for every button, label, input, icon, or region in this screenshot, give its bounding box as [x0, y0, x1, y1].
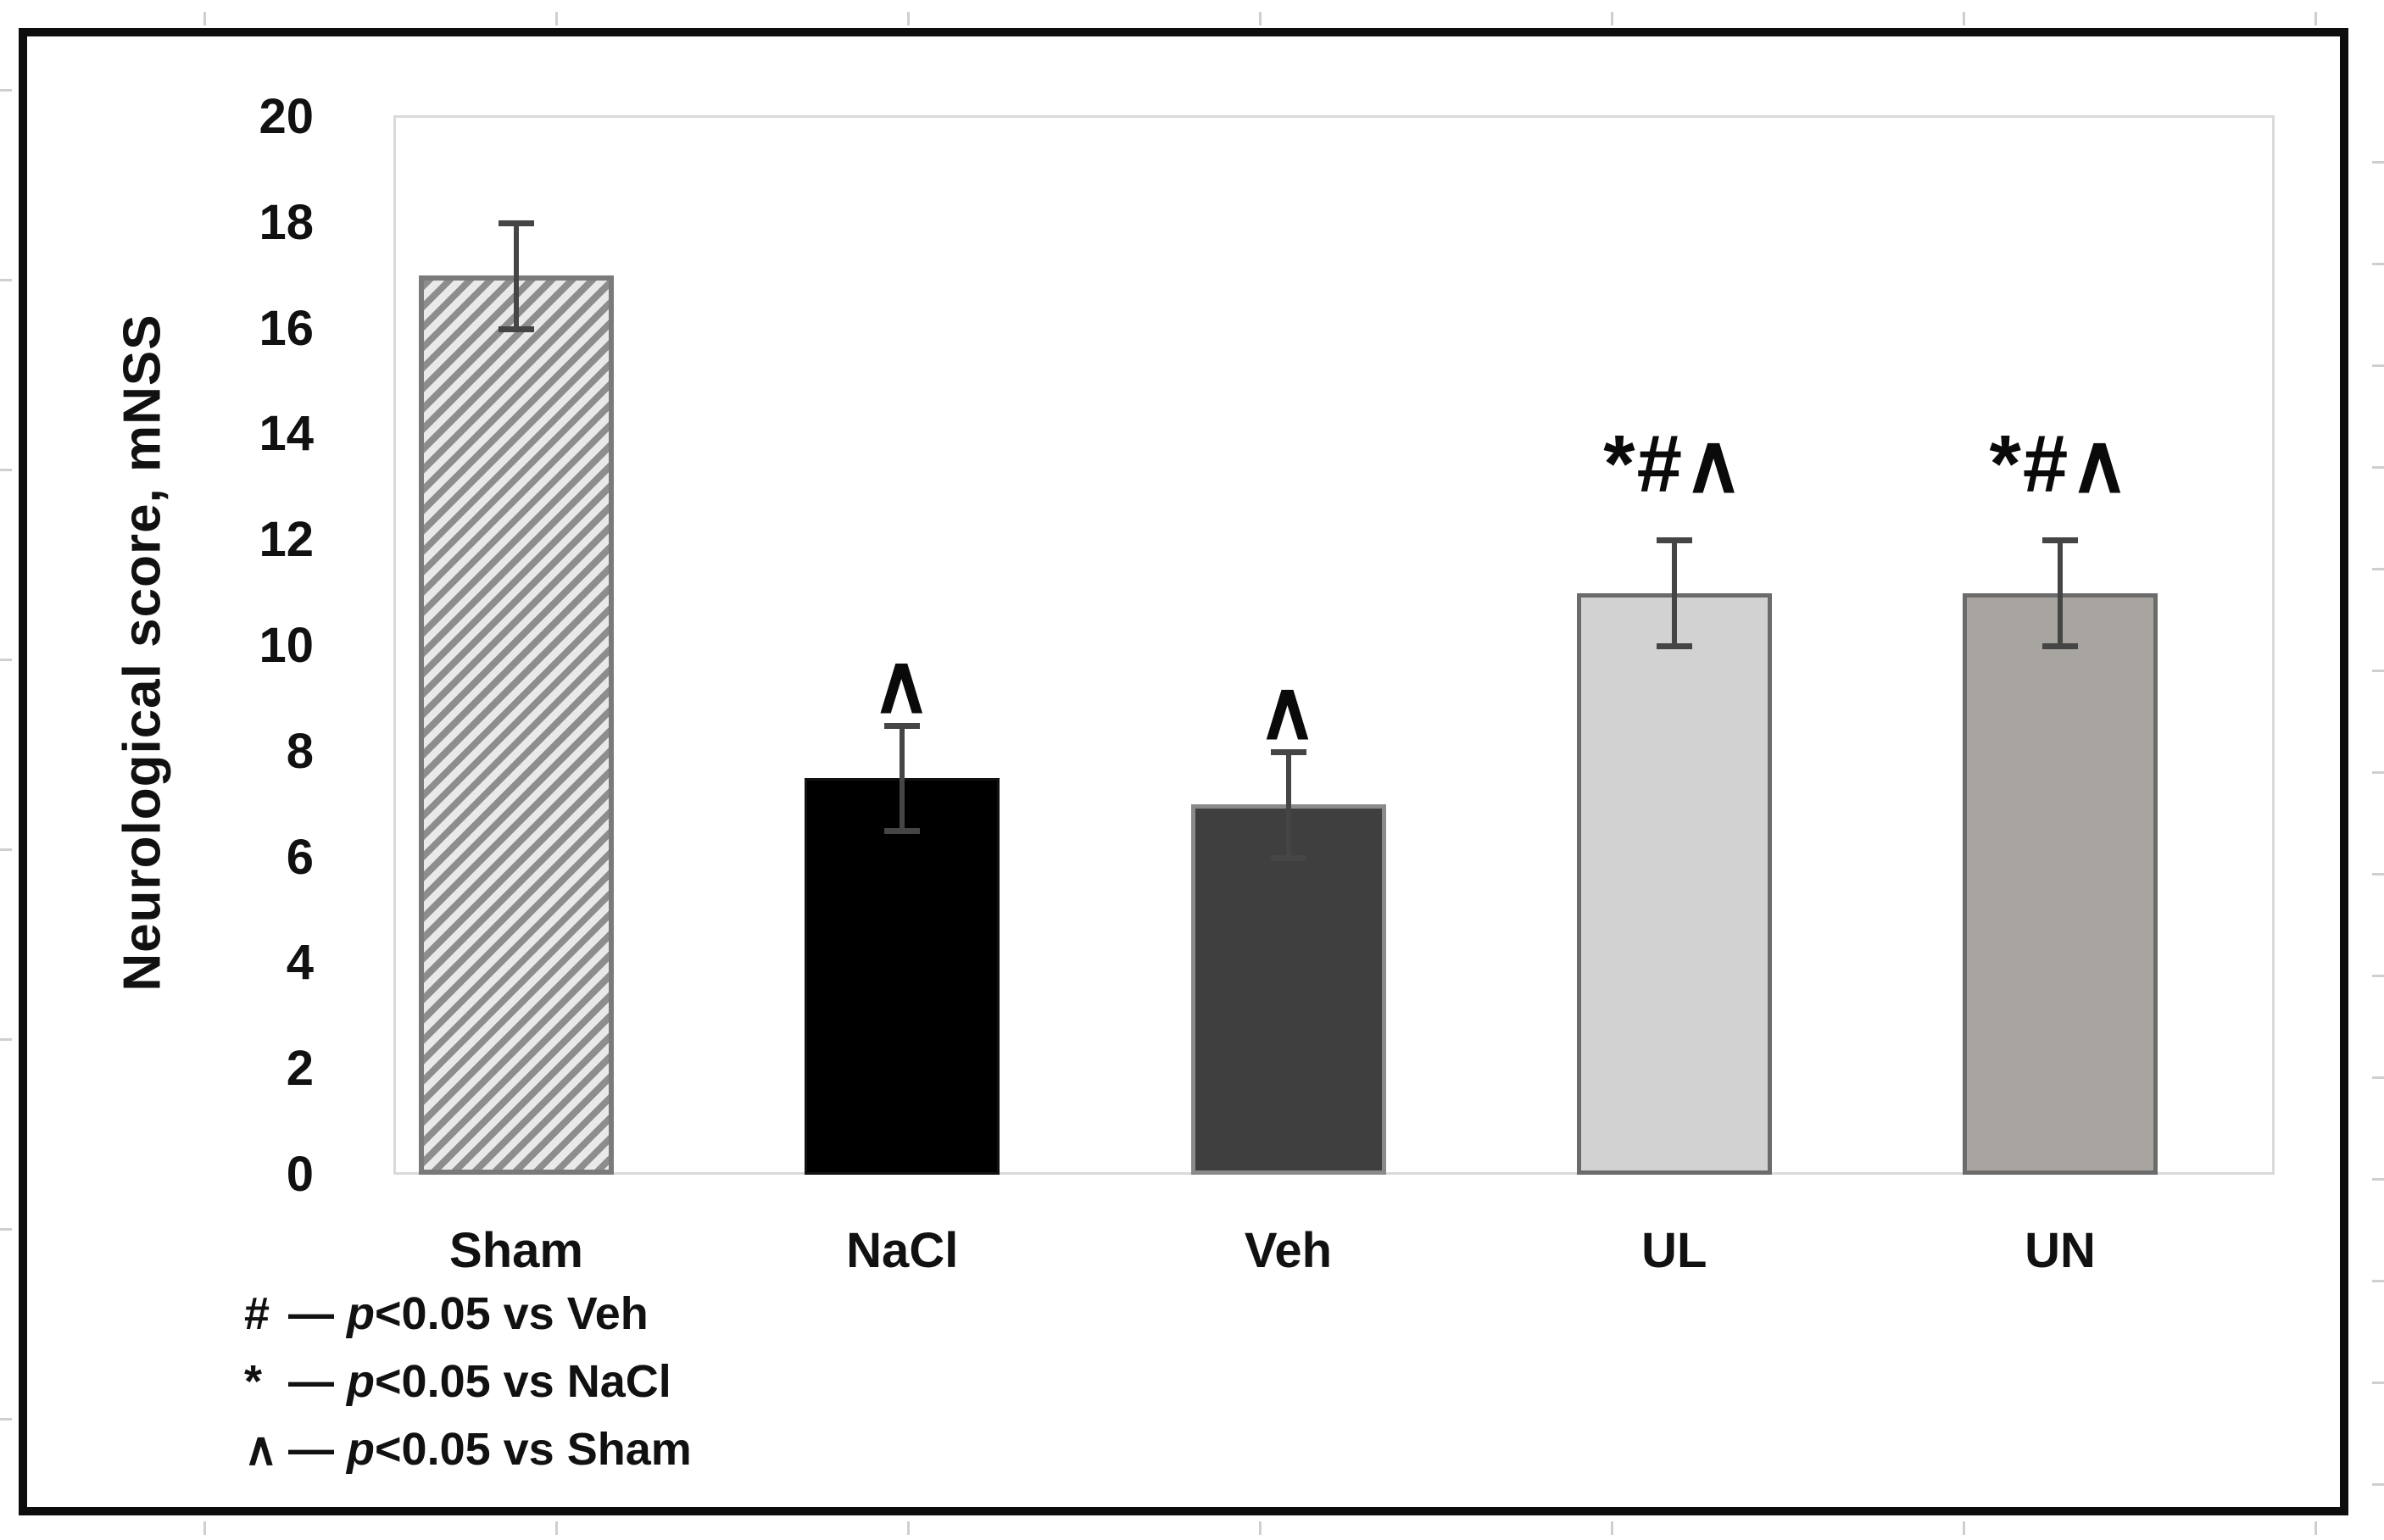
x-tick-label-ul: UL [1641, 1223, 1707, 1278]
legend-p-italic: p [347, 1424, 376, 1475]
y-tick-label: 6 [286, 829, 314, 885]
legend-symbol: * [244, 1356, 263, 1407]
legend-row: # — p<0.05 vs Veh [244, 1280, 692, 1348]
x-tick-label-veh: Veh [1244, 1223, 1333, 1278]
ruler-tick-left [0, 1228, 12, 1231]
y-tick-label: 20 [259, 89, 314, 144]
ruler-tick-right [2372, 161, 2384, 164]
y-tick-label: 16 [259, 300, 314, 356]
significance-annotation: *#∧ [1603, 419, 1746, 510]
ruler-tick-right [2372, 670, 2384, 672]
ruler-tick-right [2372, 1382, 2384, 1384]
legend-row: * — p<0.05 vs NaCl [244, 1348, 692, 1415]
ruler-tick-bottom [1259, 1521, 1262, 1535]
significance-legend: # — p<0.05 vs Veh * — p<0.05 vs NaCl ∧ — p<0.… [244, 1280, 692, 1483]
y-tick-label: 8 [286, 723, 314, 779]
y-tick-label: 18 [259, 194, 314, 250]
error-bar-cap [2042, 537, 2078, 544]
legend-symbol: ∧ [244, 1424, 278, 1475]
ruler-tick-bottom [907, 1521, 910, 1535]
error-bar [900, 725, 905, 831]
legend-symbol: # [244, 1288, 270, 1339]
ruler-tick-left [0, 279, 12, 281]
ruler-tick-left [0, 89, 12, 92]
y-tick-label: 0 [286, 1147, 314, 1202]
ruler-tick-right [2372, 1178, 2384, 1181]
x-tick-label-nacl: NaCl [846, 1223, 959, 1278]
ruler-tick-left [0, 469, 12, 471]
error-bar-cap [884, 722, 921, 729]
bar-veh [1190, 804, 1386, 1175]
error-bar-cap [1656, 643, 1692, 649]
y-tick-label: 12 [259, 512, 314, 568]
bar-nacl [805, 778, 1000, 1175]
ruler-tick-right [2372, 771, 2384, 774]
ruler-tick-bottom [1963, 1521, 1965, 1535]
ruler-tick-top [907, 12, 910, 25]
error-bar-cap [1270, 748, 1306, 755]
ruler-tick-left [0, 848, 12, 851]
ruler-tick-bottom [2314, 1521, 2317, 1535]
ruler-tick-right [2372, 1483, 2384, 1486]
y-tick-label: 4 [286, 935, 314, 991]
ruler-tick-bottom [203, 1521, 206, 1535]
bar-sham [419, 275, 614, 1175]
ruler-tick-top [1259, 12, 1262, 25]
error-bar-cap [2042, 643, 2078, 649]
ruler-tick-right [2372, 1076, 2384, 1079]
error-bar-cap [884, 828, 921, 835]
error-bar [1285, 751, 1291, 858]
x-tick-label-un: UN [2025, 1223, 2096, 1278]
x-tick-label-sham: Sham [449, 1223, 583, 1278]
significance-annotation: ∧ [1257, 664, 1319, 756]
ruler-tick-bottom [1611, 1521, 1613, 1535]
error-bar-cap [499, 220, 534, 226]
legend-row: ∧ — p<0.05 vs Sham [244, 1415, 692, 1483]
ruler-tick-top [2314, 12, 2317, 25]
ruler-tick-right [2372, 975, 2384, 977]
y-tick-label: 14 [259, 406, 314, 462]
error-bar [2058, 540, 2063, 646]
error-bar-cap [1656, 537, 1692, 544]
ruler-tick-left [0, 1418, 12, 1420]
error-bar-cap [1270, 854, 1306, 861]
bar-ul [1576, 592, 1772, 1175]
ruler-tick-bottom [555, 1521, 558, 1535]
error-bar-cap [499, 325, 534, 332]
legend-p-italic: p [347, 1288, 376, 1339]
significance-annotation: *#∧ [1989, 419, 2131, 510]
ruler-tick-right [2372, 568, 2384, 570]
ruler-tick-right [2372, 263, 2384, 265]
y-tick-label: 2 [286, 1041, 314, 1097]
error-bar [514, 222, 519, 329]
ruler-tick-right [2372, 1280, 2384, 1282]
ruler-tick-left [0, 1038, 12, 1041]
ruler-tick-right [2372, 466, 2384, 469]
significance-annotation: ∧ [872, 638, 933, 730]
ruler-tick-right [2372, 364, 2384, 367]
ruler-tick-top [1611, 12, 1613, 25]
ruler-tick-top [555, 12, 558, 25]
y-tick-label: 10 [259, 618, 314, 673]
ruler-tick-top [203, 12, 206, 25]
ruler-tick-top [1963, 12, 1965, 25]
ruler-tick-left [0, 659, 12, 661]
bar-un [1963, 592, 2158, 1175]
error-bar [1671, 540, 1677, 646]
ruler-tick-right [2372, 873, 2384, 876]
legend-p-italic: p [347, 1356, 376, 1407]
